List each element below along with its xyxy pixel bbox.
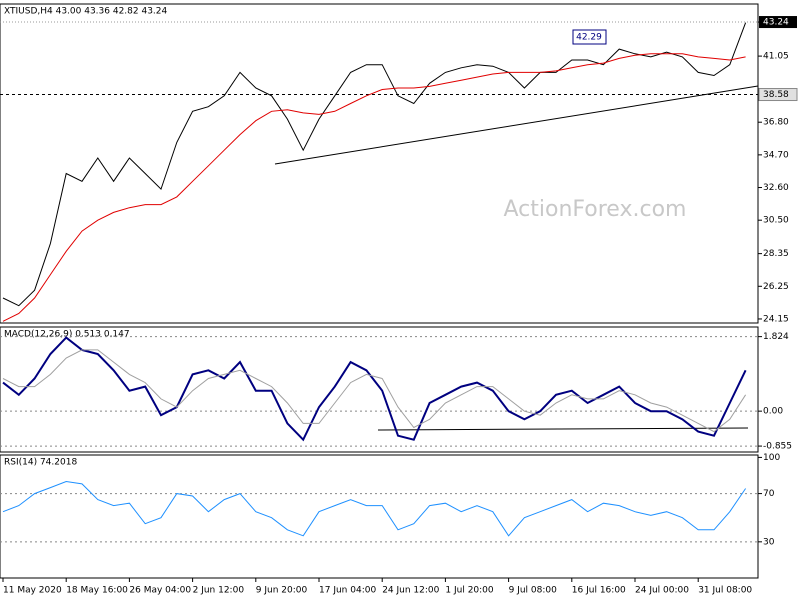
y-tick-label: 28.35 bbox=[763, 249, 789, 259]
x-tick-label: 17 Jun 04:00 bbox=[319, 586, 376, 596]
x-tick-label: 24 Jul 00:00 bbox=[635, 586, 689, 596]
x-tick-label: 16 Jul 16:00 bbox=[572, 586, 626, 596]
y-tick-label: 30.50 bbox=[763, 216, 789, 226]
y-tick-label: 41.05 bbox=[763, 52, 789, 62]
watermark: ActionForex.com bbox=[504, 197, 687, 222]
y-tick-label: 36.80 bbox=[763, 118, 789, 128]
macd-title: MACD(12,26,9) 0.513 0.147 bbox=[4, 330, 130, 340]
level-label-bg bbox=[758, 88, 798, 102]
series-line bbox=[2, 349, 747, 433]
y-tick-label: 32.60 bbox=[763, 183, 789, 193]
annotation: 42.29 bbox=[576, 33, 602, 43]
price-title: XTIUSD,H4 43.00 43.36 42.82 43.24 bbox=[4, 7, 168, 17]
y-tick-label: -0.855 bbox=[763, 442, 792, 452]
series-line bbox=[2, 336, 747, 442]
y-tick-label: 30 bbox=[763, 537, 775, 547]
y-tick-label: 70 bbox=[763, 489, 775, 499]
x-tick-label: 26 May 04:00 bbox=[129, 586, 191, 596]
y-tick-label: 24.15 bbox=[763, 314, 789, 324]
x-tick-label: 9 Jul 08:00 bbox=[509, 586, 558, 596]
y-tick-label: 0.00 bbox=[763, 407, 783, 417]
price-panel bbox=[0, 3, 759, 324]
x-tick-label: 9 Jun 20:00 bbox=[256, 586, 308, 596]
series-line bbox=[2, 480, 747, 537]
trendline bbox=[274, 85, 759, 165]
x-tick-label: 2 Jun 12:00 bbox=[193, 586, 245, 596]
x-tick-label: 31 Jul 08:00 bbox=[698, 586, 752, 596]
annotation-box bbox=[572, 29, 607, 45]
macd-trendline bbox=[377, 427, 749, 431]
y-tick-label: 38.58 bbox=[763, 90, 789, 100]
rsi-title: RSI(14) 74.2018 bbox=[4, 458, 77, 468]
rsi-panel bbox=[0, 454, 759, 579]
y-tick-label: 26.25 bbox=[763, 282, 789, 292]
series-line bbox=[2, 53, 746, 322]
x-tick-label: 18 May 16:00 bbox=[66, 586, 128, 596]
x-tick-label: 24 Jun 12:00 bbox=[382, 586, 439, 596]
y-tick-label: 34.70 bbox=[763, 150, 789, 160]
price-label-bg bbox=[759, 16, 797, 29]
macd-panel bbox=[0, 326, 759, 453]
y-tick-label: 100 bbox=[763, 453, 780, 463]
y-tick-label: 1.824 bbox=[763, 332, 789, 342]
x-tick-label: 1 Jul 20:00 bbox=[445, 586, 494, 596]
y-tick-label: 43.24 bbox=[763, 18, 789, 28]
series-line bbox=[2, 22, 747, 307]
x-tick-label: 11 May 2020 bbox=[3, 586, 62, 596]
